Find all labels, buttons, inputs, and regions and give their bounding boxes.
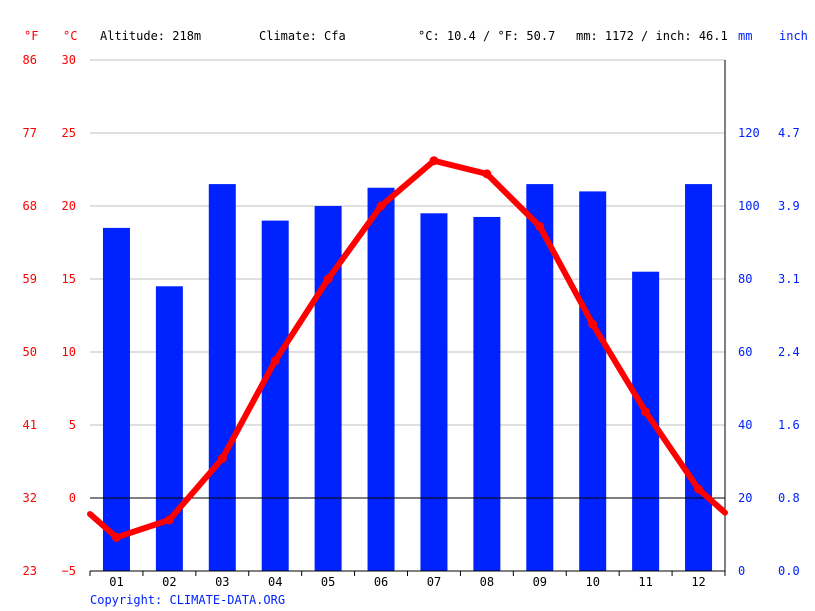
month-tick-label: 01 — [109, 575, 123, 589]
mm-tick-label: 40 — [738, 418, 752, 432]
inch-tick-label: 3.1 — [778, 272, 800, 286]
temperature-point — [270, 356, 280, 366]
temperature-point — [535, 221, 545, 231]
fahrenheit-tick-label: 68 — [23, 199, 37, 213]
month-tick-label: 02 — [162, 575, 176, 589]
axes — [89, 60, 726, 576]
unit-mm-label: mm — [738, 29, 752, 43]
temperature-point — [588, 319, 598, 329]
temperature-point — [641, 407, 651, 417]
temperature-point — [376, 201, 386, 211]
celsius-tick-label: 15 — [62, 272, 76, 286]
mm-tick-label: 100 — [738, 199, 760, 213]
month-tick-label: 12 — [691, 575, 705, 589]
precipitation-bar — [314, 206, 342, 571]
mm-tick-label: 120 — [738, 126, 760, 140]
celsius-tick-label: 25 — [62, 126, 76, 140]
month-tick-label: 05 — [321, 575, 335, 589]
precipitation-bar — [367, 187, 395, 571]
celsius-tick-label: 0 — [69, 491, 76, 505]
celsius-tick-label: 5 — [69, 418, 76, 432]
temperature-point — [429, 156, 439, 166]
precipitation-bar — [579, 191, 607, 571]
fahrenheit-tick-label: 50 — [23, 345, 37, 359]
month-tick-label: 10 — [585, 575, 599, 589]
precipitation-bar — [685, 184, 713, 571]
copyright-label: Copyright: CLIMATE-DATA.ORG — [90, 593, 285, 607]
temperature-point — [694, 484, 704, 494]
precipitation-bar — [420, 213, 448, 572]
fahrenheit-tick-label: 23 — [23, 564, 37, 578]
average-temperature-label: °C: 10.4 / °F: 50.7 — [418, 29, 555, 43]
inch-tick-label: 2.4 — [778, 345, 800, 359]
grid-lines — [90, 59, 725, 426]
month-tick-label: 04 — [268, 575, 282, 589]
temperature-polyline — [87, 157, 728, 541]
climate-label: Climate: Cfa — [259, 29, 346, 43]
unit-fahrenheit-label: °F — [24, 29, 38, 43]
mm-tick-label: 20 — [738, 491, 752, 505]
month-tick-label: 09 — [533, 575, 547, 589]
temperature-point — [111, 532, 121, 542]
inch-tick-label: 0.8 — [778, 491, 800, 505]
mm-tick-label: 80 — [738, 272, 752, 286]
temperature-point — [482, 169, 492, 179]
month-tick-label: 06 — [374, 575, 388, 589]
temperature-point — [217, 454, 227, 464]
celsius-tick-label: 30 — [62, 53, 76, 67]
celsius-tick-label: −5 — [62, 564, 76, 578]
fahrenheit-tick-label: 86 — [23, 53, 37, 67]
month-tick-label: 07 — [427, 575, 441, 589]
month-tick-label: 03 — [215, 575, 229, 589]
fahrenheit-tick-label: 77 — [23, 126, 37, 140]
precipitation-bar — [473, 216, 501, 571]
fahrenheit-tick-label: 32 — [23, 491, 37, 505]
precipitation-total-label: mm: 1172 / inch: 46.1 — [576, 29, 728, 43]
fahrenheit-tick-label: 41 — [23, 418, 37, 432]
month-tick-label: 11 — [638, 575, 652, 589]
precipitation-bar — [102, 227, 130, 571]
mm-tick-label: 0 — [738, 564, 745, 578]
precipitation-bar — [261, 220, 289, 571]
precipitation-bar — [208, 184, 236, 571]
fahrenheit-tick-label: 59 — [23, 272, 37, 286]
inch-tick-label: 3.9 — [778, 199, 800, 213]
month-tick-label: 08 — [480, 575, 494, 589]
mm-tick-label: 60 — [738, 345, 752, 359]
precipitation-bar — [155, 286, 183, 571]
temperature-point — [323, 274, 333, 284]
celsius-tick-label: 10 — [62, 345, 76, 359]
temperature-point — [164, 515, 174, 525]
inch-tick-label: 1.6 — [778, 418, 800, 432]
temperature-line — [87, 156, 728, 542]
celsius-tick-label: 20 — [62, 199, 76, 213]
altitude-label: Altitude: 218m — [100, 29, 201, 43]
unit-inch-label: inch — [779, 29, 808, 43]
inch-tick-label: 4.7 — [778, 126, 800, 140]
unit-celsius-label: °C — [63, 29, 77, 43]
precipitation-bars — [102, 184, 713, 572]
inch-tick-label: 0.0 — [778, 564, 800, 578]
